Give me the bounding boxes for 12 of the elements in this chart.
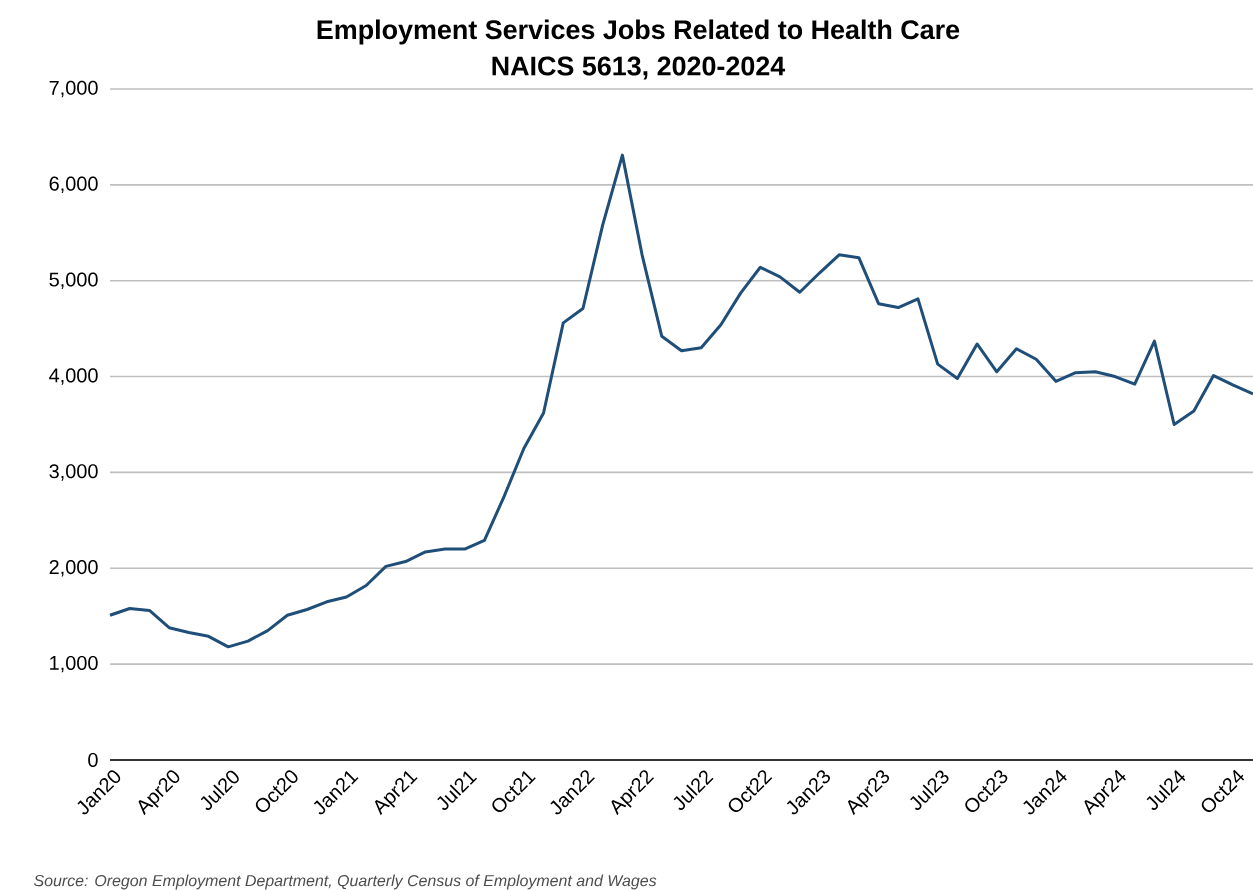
y-tick-label: 2,000 [49,560,98,577]
y-tick-label: 3,000 [49,464,98,481]
y-tick-label: 4,000 [49,368,98,385]
chart-subtitle: NAICS 5613, 2020-2024 [492,56,786,80]
y-tick-label: 1,000 [50,655,98,673]
chart-title: Employment Services Jobs Related to Health Care [317,19,960,45]
source-note: Source: Oregon Employment Department, Quarterly Census of Employment and Wages [33,874,657,890]
line-series [108,153,1253,649]
y-tick-label: 6,000 [49,176,98,194]
y-tick-label: 5,000 [49,272,98,289]
y-tick-label: 0 [88,752,98,768]
y-tick-label: 7,000 [49,80,98,98]
